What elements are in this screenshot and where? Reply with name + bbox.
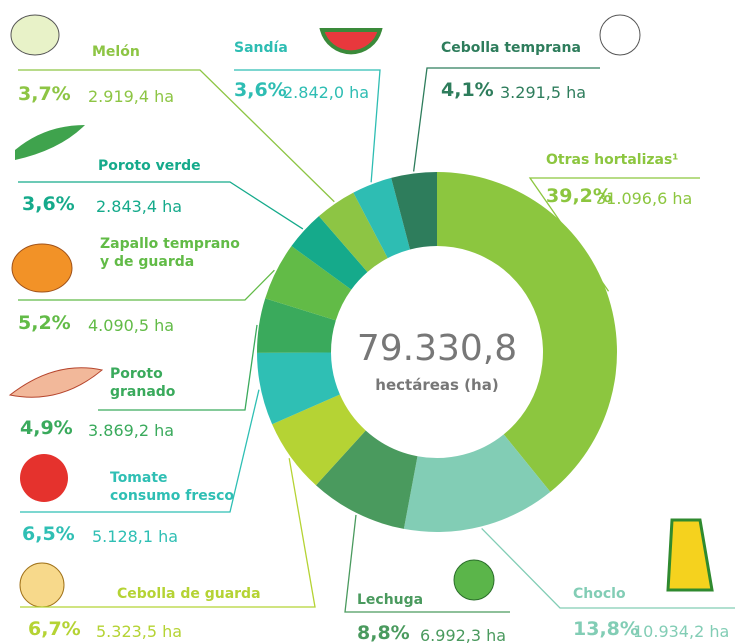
donut-segment (353, 177, 411, 259)
icon-watermelon (319, 28, 383, 55)
percent-label: 6,5% (22, 523, 75, 545)
total-value: 79.330,8 (356, 328, 518, 369)
icon-pumpkin (11, 243, 73, 293)
donut-segment (272, 394, 366, 486)
leader-line (344, 514, 510, 613)
donut-segment (265, 246, 352, 321)
percent-label: 5,2% (18, 312, 71, 334)
category-label: Tomate consumo fresco (110, 470, 235, 504)
icon-lettuce (453, 559, 495, 601)
icon-pea (15, 125, 85, 160)
category-label: Cebolla temprana (441, 40, 581, 56)
percent-label: 13,8% (573, 618, 639, 640)
donut-segment (315, 430, 418, 529)
icon-corn (666, 518, 714, 592)
icon-tomato (20, 454, 68, 502)
leader-line (18, 181, 304, 230)
category-label: Melón (92, 44, 140, 60)
total-unit: hectáreas (ha) (375, 376, 499, 394)
percent-label: 4,9% (20, 417, 73, 439)
donut-segment (318, 192, 388, 272)
leader-line (20, 389, 260, 513)
icon-bean (8, 367, 104, 398)
percent-label: 3,6% (234, 79, 287, 101)
category-label: Choclo (573, 586, 626, 602)
leader-line (20, 458, 316, 608)
icon-melon (10, 14, 60, 56)
area-label: 2.843,4 ha (96, 197, 183, 216)
area-label: 6.992,3 ha (420, 626, 507, 643)
category-label: Zapallo temprano y de guarda (100, 236, 240, 270)
donut-segment (391, 172, 437, 250)
donut-segment (291, 216, 368, 290)
leader-line (481, 527, 735, 609)
category-label: Lechuga (357, 592, 424, 608)
area-label: 2.919,4 ha (88, 87, 175, 106)
category-label: Cebolla de guarda (117, 586, 261, 602)
area-label: 3.291,5 ha (500, 83, 587, 102)
donut-segment (437, 172, 617, 492)
area-label: 5.323,5 ha (96, 622, 183, 641)
percent-label: 4,1% (441, 79, 494, 101)
icon-onion-storage (19, 562, 65, 608)
area-label: 3.869,2 ha (88, 421, 175, 440)
leader-line (18, 69, 335, 203)
leader-line (18, 269, 275, 301)
donut-segment (403, 434, 551, 532)
area-label: 10.934,2 ha (633, 622, 730, 641)
percent-label: 3,7% (18, 83, 71, 105)
category-label: Poroto verde (98, 158, 201, 174)
percent-label: 39,2% (546, 185, 612, 207)
leader-line (413, 67, 600, 172)
area-label: 31.096,6 ha (596, 189, 693, 208)
area-label: 2.842,0 ha (283, 83, 370, 102)
percent-label: 8,8% (357, 622, 410, 643)
category-label: Poroto granado (110, 366, 176, 400)
percent-label: 6,7% (28, 618, 81, 640)
leader-line (98, 324, 258, 411)
donut-segment (257, 352, 340, 425)
donut-segment (256, 298, 336, 353)
area-label: 5.128,1 ha (92, 527, 179, 546)
percent-label: 3,6% (22, 193, 75, 215)
area-label: 4.090,5 ha (88, 316, 175, 335)
category-label: Otras hortalizas¹ (546, 152, 679, 168)
icon-onion (599, 14, 641, 56)
leader-line (234, 69, 381, 183)
leader-line (528, 177, 700, 292)
category-label: Sandía (234, 40, 288, 56)
